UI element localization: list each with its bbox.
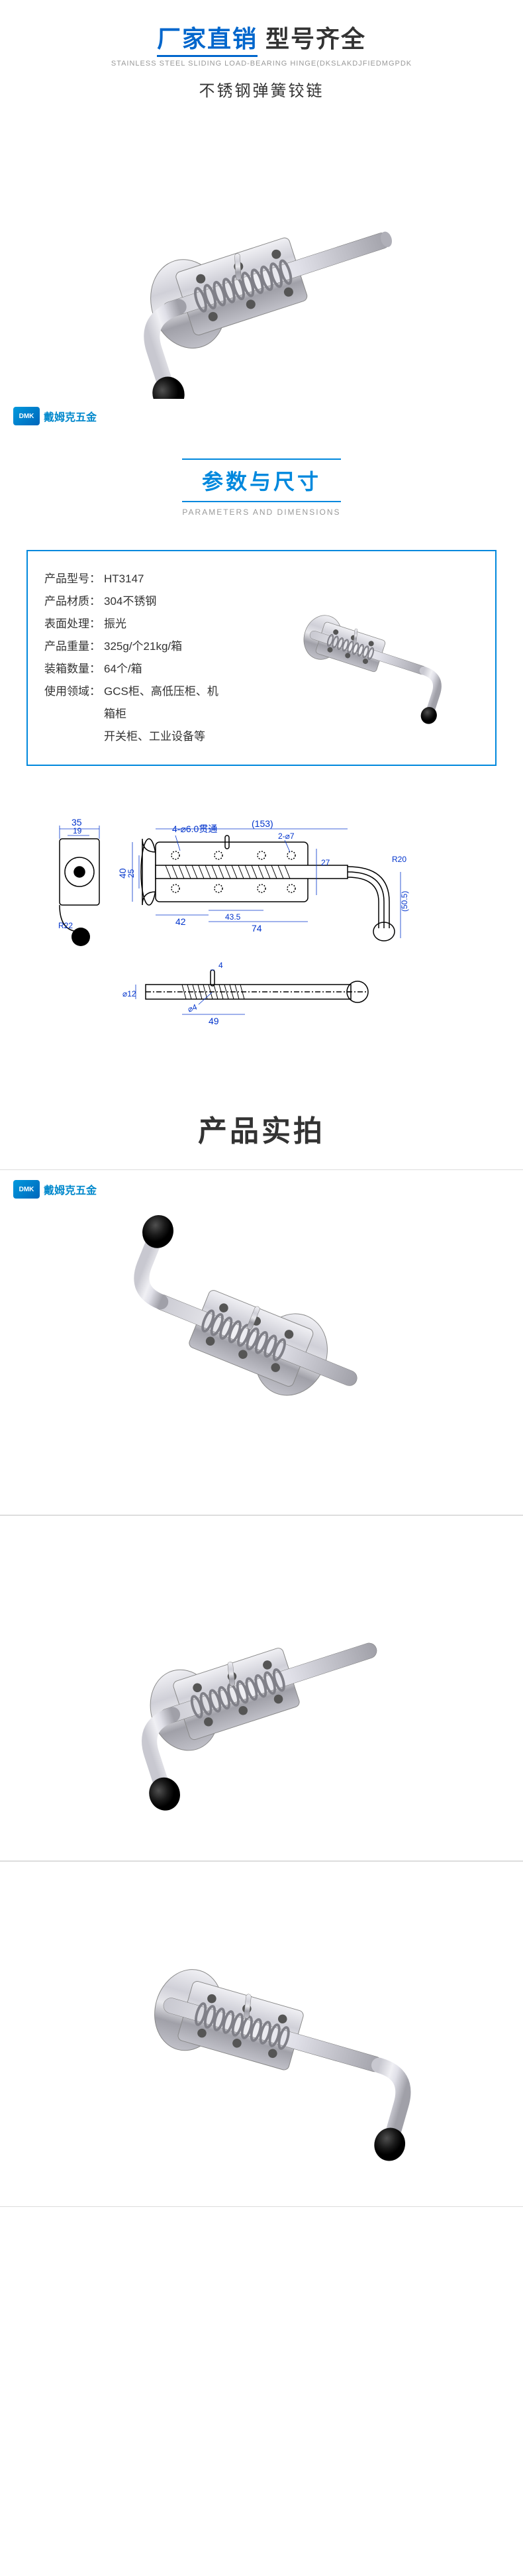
svg-text:(153): (153) <box>252 818 273 829</box>
header-section: 厂家直销 型号齐全 STAINLESS STEEL SLIDING LOAD-B… <box>0 0 523 107</box>
svg-text:2-⌀7: 2-⌀7 <box>278 832 295 841</box>
spec-text: 产品型号：HT3147 产品材质：304不锈钢 表面处理：振光 产品重量：325… <box>28 551 240 765</box>
spec-box: 产品型号：HT3147 产品材质：304不锈钢 表面处理：振光 产品重量：325… <box>26 550 497 766</box>
spec-row: 产品材质：304不锈钢 <box>44 590 223 613</box>
product-photo-3 <box>0 1861 523 2207</box>
svg-text:74: 74 <box>252 923 262 934</box>
spec-row: 表面处理：振光 <box>44 613 223 635</box>
header-title-part1: 厂家直销 <box>157 25 258 57</box>
header-subtitle-cn: 不锈钢弹簧铰链 <box>0 78 523 101</box>
watermark: DMK 戴姆克五金 <box>13 407 97 425</box>
spec-image <box>240 551 495 765</box>
svg-text:27: 27 <box>321 858 330 867</box>
svg-text:⌀12: ⌀12 <box>122 989 136 998</box>
spec-row: 产品重量：325g/个21kg/箱 <box>44 635 223 658</box>
svg-text:R22: R22 <box>58 921 73 930</box>
product-photo-illustration <box>70 1560 453 1817</box>
svg-text:42: 42 <box>175 916 186 927</box>
svg-text:⌀4: ⌀4 <box>187 1002 199 1014</box>
spec-row: 装箱数量：64个/箱 <box>44 658 223 680</box>
header-title-part2: 型号齐全 <box>265 25 366 52</box>
watermark: DMK 戴姆克五金 <box>13 1180 97 1199</box>
spec-row: 开关柜、工业设备等 <box>44 725 223 748</box>
technical-diagram: 35 19 R22 <box>0 779 523 1087</box>
watermark-badge-icon: DMK <box>13 1180 40 1199</box>
svg-text:49: 49 <box>209 1016 219 1026</box>
watermark-badge-icon: DMK <box>13 407 40 425</box>
product-photo-illustration <box>70 1906 453 2163</box>
svg-text:43.5: 43.5 <box>225 912 241 922</box>
product-photo-illustration <box>70 1214 453 1471</box>
product-photo-2 <box>0 1515 523 1861</box>
dimension-drawing: 35 19 R22 <box>26 799 497 1064</box>
product-illustration <box>63 147 460 399</box>
product-photo-1: DMK 戴姆克五金 <box>0 1169 523 1515</box>
hero-product-image: DMK 戴姆克五金 <box>0 107 523 439</box>
header-title: 厂家直销 型号齐全 <box>0 20 523 54</box>
svg-text:19: 19 <box>73 826 82 835</box>
svg-text:R20: R20 <box>392 855 406 864</box>
spec-title-en: PARAMETERS AND DIMENSIONS <box>0 508 523 517</box>
watermark-text: 戴姆克五金 <box>44 1181 97 1197</box>
svg-text:25: 25 <box>126 869 136 878</box>
header-subtitle-en: STAINLESS STEEL SLIDING LOAD-BEARING HIN… <box>0 60 523 68</box>
spec-section-title: 参数与尺寸 PARAMETERS AND DIMENSIONS <box>0 439 523 537</box>
svg-text:4: 4 <box>218 961 223 970</box>
photo-section-title: 产品实拍 <box>0 1087 523 1169</box>
spec-product-illustration <box>255 583 480 733</box>
spec-title-cn: 参数与尺寸 <box>182 458 341 502</box>
spec-row: 产品型号：HT3147 <box>44 568 223 590</box>
svg-text:(50.5): (50.5) <box>400 891 409 912</box>
spec-row: 使用领域：GCS柜、高低压柜、机箱柜 <box>44 680 223 725</box>
watermark-text: 戴姆克五金 <box>44 408 97 424</box>
